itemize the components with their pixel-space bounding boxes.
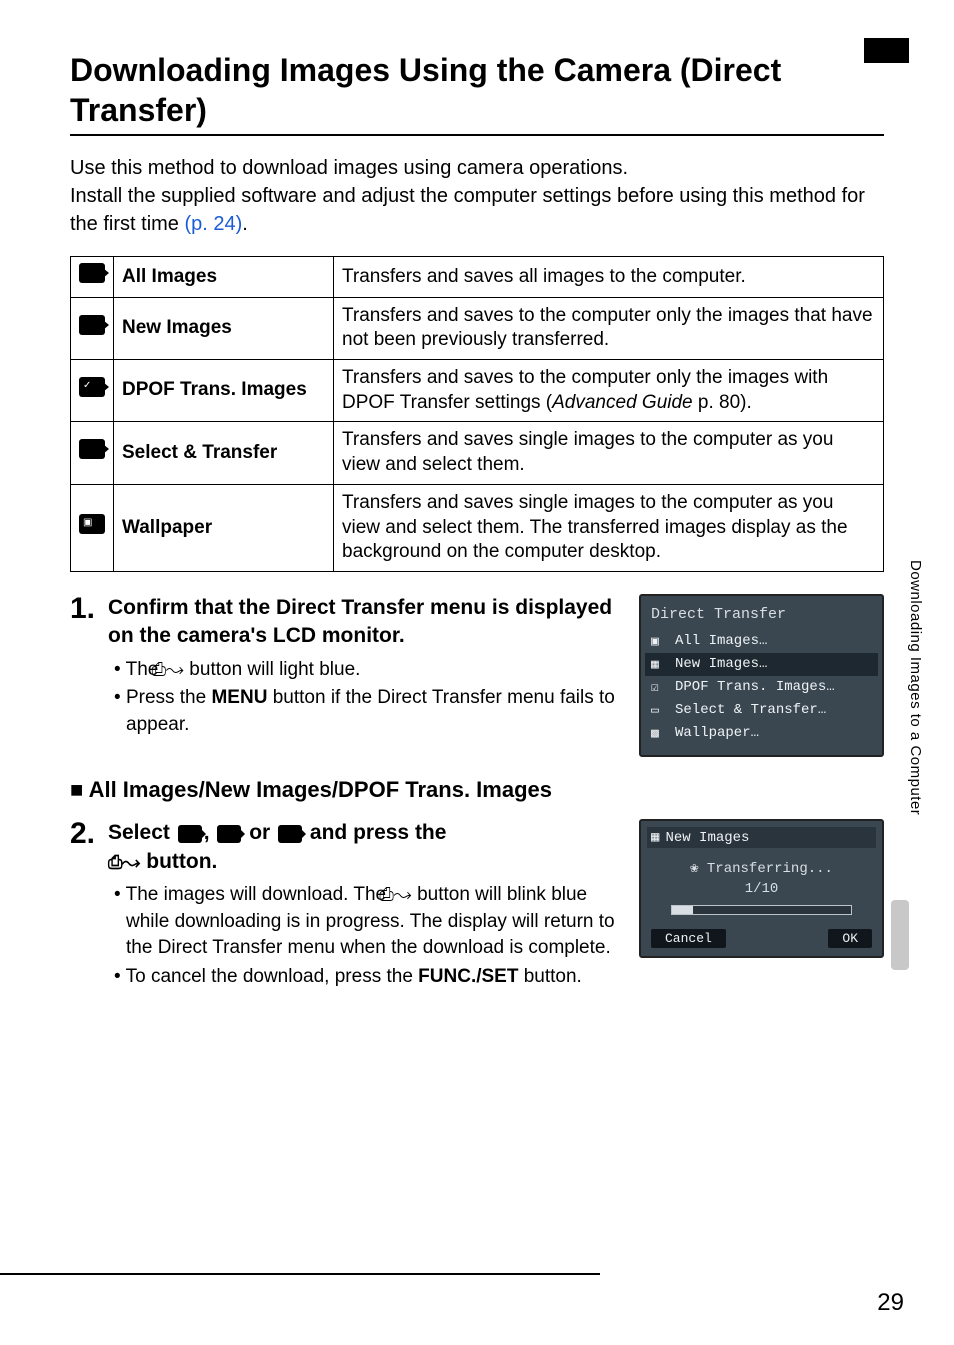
lcd2-count: 1/10 — [647, 881, 876, 897]
dpof-icon — [278, 825, 302, 843]
step2-number: 2. — [70, 819, 98, 992]
section-head: ■ All Images/New Images/DPOF Trans. Imag… — [70, 777, 884, 803]
lcd2-progress — [671, 905, 852, 915]
step1-number: 1. — [70, 594, 98, 740]
new-images-icon — [217, 825, 241, 843]
options-table: All Images Transfers and saves all image… — [70, 256, 884, 572]
page-title: Downloading Images Using the Camera (Dir… — [70, 50, 884, 130]
row-desc: Transfers and saves to the computer only… — [334, 360, 884, 422]
step1: 1. Confirm that the Direct Transfer menu… — [70, 594, 621, 740]
print-share-icon: ⎙↝ — [164, 657, 184, 682]
step2-head: Select , or and press the ⎙↝ button. — [108, 819, 621, 876]
row-desc-italic: Advanced Guide — [552, 392, 693, 413]
step1-list: • The ⎙↝ button will light blue. • Press… — [108, 657, 621, 739]
step2-bullet2: • To cancel the download, press the FUNC… — [108, 964, 621, 991]
step2-list: • The images will download. The ⎙↝ butto… — [108, 882, 621, 990]
row-icon: ✓ — [71, 360, 114, 422]
step2: 2. Select , or and press the ⎙↝ button. … — [70, 819, 621, 992]
lcd-transferring: ▦New Images ❀ Transferring... 1/10 Cance… — [639, 819, 884, 958]
func-set-label: FUNC./SET — [418, 966, 518, 987]
step2-row: 2. Select , or and press the ⎙↝ button. … — [70, 819, 884, 998]
row-desc: Transfers and saves all images to the co… — [334, 257, 884, 298]
lcd2-status: ❀ Transferring... — [647, 860, 876, 877]
menu-label: MENU — [211, 687, 267, 708]
table-row: All Images Transfers and saves all image… — [71, 257, 884, 298]
row-icon — [71, 297, 114, 359]
step1-bullet1: • The ⎙↝ button will light blue. — [108, 657, 621, 684]
row-desc: Transfers and saves single images to the… — [334, 422, 884, 484]
intro-text: Use this method to download images using… — [70, 154, 884, 238]
page-content: Downloading Images Using the Camera (Dir… — [0, 0, 954, 998]
page-number: 29 — [877, 1289, 904, 1317]
row-icon: ▣ — [71, 484, 114, 571]
lcd1-title: Direct Transfer — [651, 604, 878, 627]
table-row: ✓ DPOF Trans. Images Transfers and saves… — [71, 360, 884, 422]
step1-head: Confirm that the Direct Transfer menu is… — [108, 594, 621, 651]
lcd1-item-selected: ▦New Images… — [645, 653, 878, 676]
row-desc: Transfers and saves single images to the… — [334, 484, 884, 571]
row-label: New Images — [114, 297, 334, 359]
row-icon — [71, 257, 114, 298]
step2-bullet1: • The images will download. The ⎙↝ butto… — [108, 882, 621, 962]
lcd-direct-transfer: Direct Transfer ▣All Images… ▦New Images… — [639, 594, 884, 758]
step1-row: 1. Confirm that the Direct Transfer menu… — [70, 594, 884, 758]
title-underline — [70, 134, 884, 136]
row-label: DPOF Trans. Images — [114, 360, 334, 422]
row-label: All Images — [114, 257, 334, 298]
print-share-icon: ⎙↝ — [391, 882, 411, 907]
all-images-icon — [178, 825, 202, 843]
intro-line1: Use this method to download images using… — [70, 157, 628, 179]
table-row: Select & Transfer Transfers and saves si… — [71, 422, 884, 484]
lcd1-item: ▭Select & Transfer… — [645, 699, 878, 722]
print-share-icon: ⎙↝ — [108, 850, 140, 874]
footer-line — [0, 1273, 600, 1275]
cancel-button[interactable]: Cancel — [651, 929, 726, 948]
row-desc-post: p. 80). — [693, 392, 752, 413]
row-label: Select & Transfer — [114, 422, 334, 484]
intro-link[interactable]: (p. 24) — [184, 213, 242, 235]
row-label: Wallpaper — [114, 484, 334, 571]
lcd1-item: ▣All Images… — [645, 630, 878, 653]
table-row: New Images Transfers and saves to the co… — [71, 297, 884, 359]
step1-bullet2: • Press the MENU button if the Direct Tr… — [108, 685, 621, 738]
row-icon — [71, 422, 114, 484]
intro-line2b: . — [242, 213, 248, 235]
lcd2-buttons: Cancel OK — [647, 929, 876, 948]
lcd2-header: ▦New Images — [647, 827, 876, 848]
table-row: ▣ Wallpaper Transfers and saves single i… — [71, 484, 884, 571]
ok-button[interactable]: OK — [828, 929, 872, 948]
lcd1-item: ☑DPOF Trans. Images… — [645, 676, 878, 699]
row-desc: Transfers and saves to the computer only… — [334, 297, 884, 359]
progress-bar — [672, 906, 693, 914]
lcd1-item: ▩Wallpaper… — [645, 722, 878, 745]
